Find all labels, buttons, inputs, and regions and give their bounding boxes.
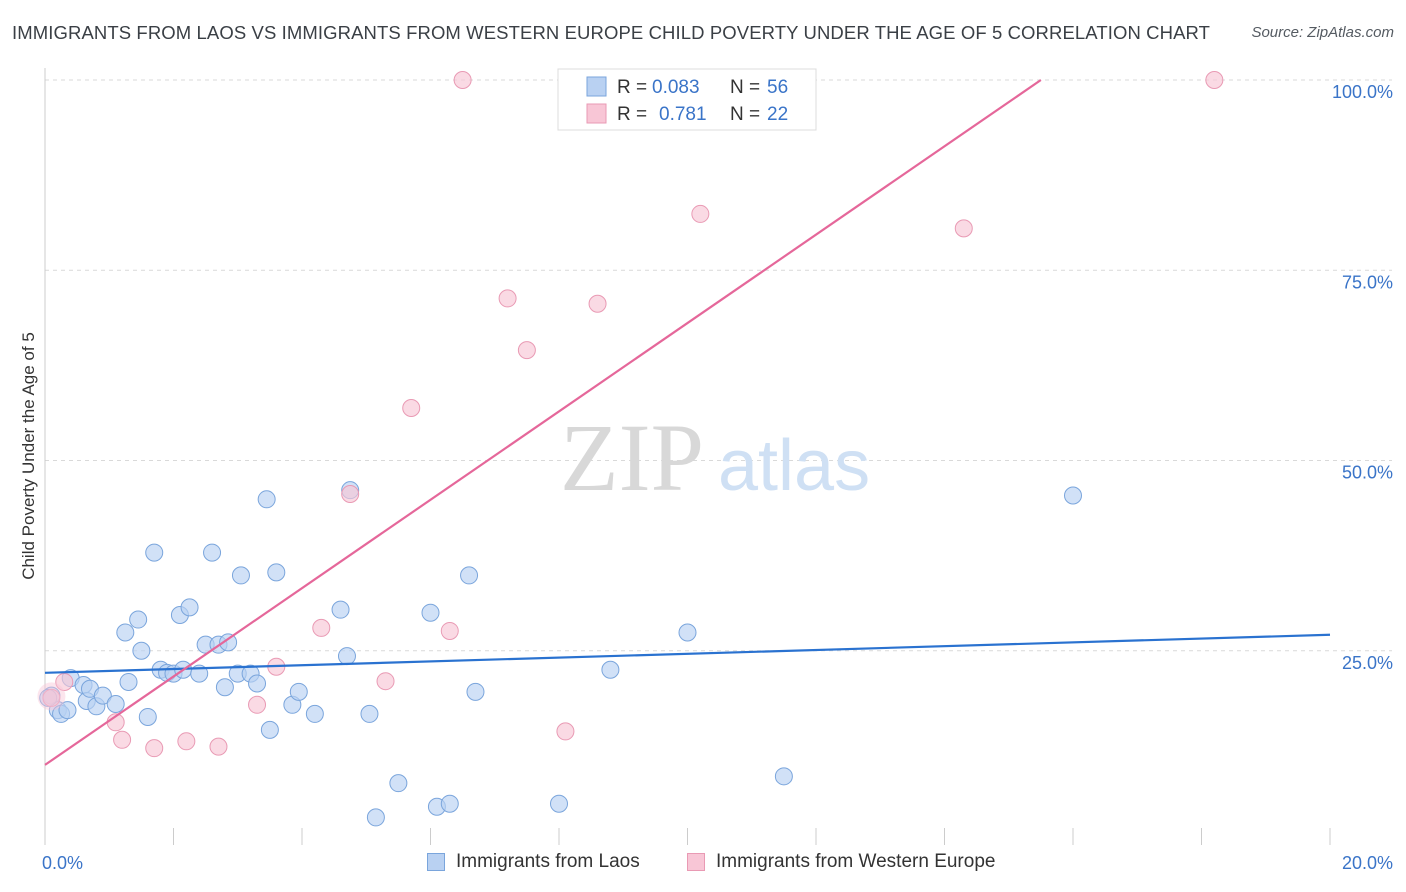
data-point-laos: [138, 707, 157, 726]
legend-n-label-western-europe: N =: [730, 104, 760, 125]
data-point-laos: [601, 660, 620, 679]
data-point-laos: [774, 767, 793, 786]
data-point-western-europe: [691, 204, 710, 223]
data-point-western-europe: [556, 722, 575, 741]
legend-item-western-europe: Immigrants from Western Europe: [687, 851, 995, 873]
data-point-laos: [460, 566, 479, 585]
y-tick-label: 25.0%: [1342, 653, 1393, 673]
data-point-laos: [257, 490, 276, 509]
legend-swatch-laos: [586, 76, 607, 97]
trend-line-laos: [44, 633, 1331, 674]
data-point-western-europe: [517, 341, 536, 360]
data-point-laos: [678, 623, 697, 642]
legend-r-label-laos: R =: [617, 77, 647, 98]
legend-swatch-western-europe-bottom: [687, 853, 705, 871]
data-point-laos: [1064, 486, 1082, 505]
grid-layer: [45, 79, 1392, 652]
legend-swatch-western-europe: [586, 103, 607, 124]
data-point-western-europe: [177, 732, 196, 751]
watermark-zip: ZIP: [560, 404, 704, 511]
legend-r-value-western-europe: 0.781: [659, 104, 707, 125]
data-point-laos: [119, 672, 138, 691]
data-point-laos: [289, 682, 308, 701]
data-point-western-europe: [55, 672, 74, 691]
data-point-laos: [550, 794, 568, 813]
chart-title: IMMIGRANTS FROM LAOS VS IMMIGRANTS FROM …: [12, 22, 1211, 43]
data-point-western-europe: [248, 695, 267, 714]
trend-layer: [44, 79, 1331, 766]
data-point-laos: [145, 543, 164, 562]
data-point-laos: [366, 808, 385, 827]
data-point-laos: [132, 641, 151, 660]
data-point-western-europe: [402, 398, 421, 417]
legend-bottom: Immigrants from Laos Immigrants from Wes…: [0, 851, 1406, 879]
axis-layer: 25.0% 50.0% 75.0% 100.0% 0.0% 20.0%: [42, 68, 1393, 873]
x-tick-label: 0.0%: [42, 853, 83, 873]
data-point-laos: [421, 603, 440, 622]
data-point-laos: [260, 720, 279, 739]
trend-line-western-europe: [44, 79, 1042, 766]
watermark: ZIP atlas: [560, 404, 870, 511]
y-tick-label: 75.0%: [1342, 272, 1393, 292]
data-point-laos: [231, 566, 250, 585]
data-point-western-europe: [145, 739, 164, 758]
data-point-western-europe: [1205, 71, 1224, 89]
data-point-laos: [203, 543, 222, 562]
source-credit: Source: ZipAtlas.com: [1251, 24, 1394, 41]
data-point-laos: [219, 633, 238, 652]
data-point-western-europe: [376, 672, 395, 691]
watermark-atlas: atlas: [718, 426, 870, 506]
data-point-western-europe: [42, 688, 61, 707]
data-point-western-europe: [498, 289, 517, 308]
data-point-laos: [248, 674, 267, 693]
legend-label-western-europe: Immigrants from Western Europe: [716, 851, 996, 872]
data-point-laos: [58, 701, 77, 720]
y-tick-label: 50.0%: [1342, 463, 1393, 483]
legend-item-laos: Immigrants from Laos: [427, 851, 640, 873]
data-point-western-europe: [312, 618, 331, 637]
legend-label-laos: Immigrants from Laos: [456, 851, 640, 872]
data-point-laos: [360, 704, 379, 723]
data-point-laos: [106, 695, 125, 714]
data-point-laos: [440, 794, 459, 813]
data-point-laos: [267, 563, 286, 582]
data-point-laos: [93, 686, 112, 705]
data-point-cluster-western-europe: [37, 682, 66, 711]
legend-top: R = 0.083 N = 56 R = 0.781 N = 22: [557, 68, 817, 131]
points-layer: [37, 71, 1224, 827]
y-axis-label: Child Poverty Under the Age of 5: [19, 332, 38, 580]
data-point-laos: [215, 678, 234, 697]
legend-n-label-laos: N =: [730, 77, 760, 98]
data-point-western-europe: [440, 621, 459, 640]
data-point-western-europe: [588, 294, 607, 313]
legend-n-value-laos: 56: [767, 77, 788, 98]
data-point-laos: [389, 774, 408, 793]
x-tick-label: 20.0%: [1342, 853, 1393, 873]
data-point-laos: [331, 600, 350, 619]
legend-n-value-western-europe: 22: [767, 104, 788, 125]
data-point-western-europe: [341, 484, 360, 503]
data-point-laos: [337, 647, 356, 666]
legend-r-value-laos: 0.083: [652, 77, 700, 98]
data-point-laos: [466, 682, 485, 701]
data-point-western-europe: [209, 737, 228, 756]
data-point-western-europe: [113, 730, 132, 749]
data-point-laos: [116, 623, 135, 642]
data-point-western-europe: [954, 219, 973, 238]
y-tick-label: 100.0%: [1332, 82, 1393, 102]
data-point-western-europe: [453, 71, 472, 89]
legend-swatch-laos-bottom: [427, 853, 445, 871]
legend-r-label-western-europe: R =: [617, 104, 647, 125]
data-point-laos: [129, 610, 148, 629]
data-point-laos: [180, 598, 199, 617]
data-point-laos: [305, 704, 324, 723]
